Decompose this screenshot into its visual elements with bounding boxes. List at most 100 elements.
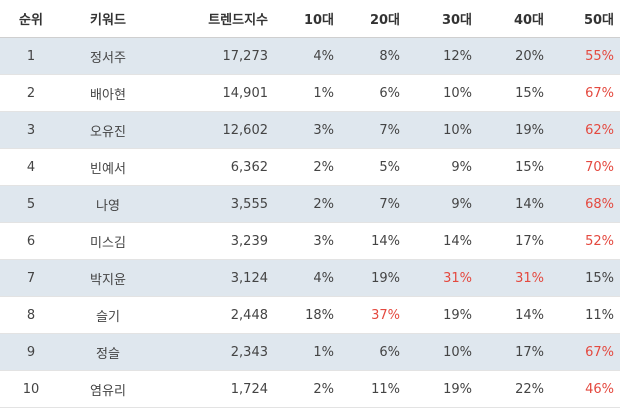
table-row: 3 오유진 12,602 3% 7% 10% 19% 62% bbox=[0, 111, 620, 149]
cell-age-30: 10% bbox=[406, 333, 478, 371]
cell-age-20: 11% bbox=[340, 370, 406, 408]
cell-keyword: 슬기 bbox=[62, 296, 154, 334]
cell-age-10: 4% bbox=[274, 259, 340, 297]
cell-trend: 17,273 bbox=[154, 37, 274, 75]
cell-age-20: 19% bbox=[340, 259, 406, 297]
table-row: 2 배아현 14,901 1% 6% 10% 15% 67% bbox=[0, 74, 620, 112]
cell-keyword: 빈예서 bbox=[62, 148, 154, 186]
cell-age-20: 6% bbox=[340, 333, 406, 371]
table-row: 10 염유리 1,724 2% 11% 19% 22% 46% bbox=[0, 370, 620, 408]
table-row: 5 나영 3,555 2% 7% 9% 14% 68% bbox=[0, 185, 620, 223]
cell-trend: 1,724 bbox=[154, 370, 274, 408]
cell-age-20: 5% bbox=[340, 148, 406, 186]
cell-age-50: 67% bbox=[550, 74, 620, 112]
cell-age-10: 2% bbox=[274, 148, 340, 186]
cell-trend: 3,124 bbox=[154, 259, 274, 297]
cell-age-20: 6% bbox=[340, 74, 406, 112]
cell-age-30: 31% bbox=[406, 259, 478, 297]
cell-age-50: 46% bbox=[550, 370, 620, 408]
cell-age-50: 11% bbox=[550, 296, 620, 334]
cell-age-50: 70% bbox=[550, 148, 620, 186]
cell-age-40: 17% bbox=[478, 222, 550, 260]
cell-age-20: 37% bbox=[340, 296, 406, 334]
cell-trend: 14,901 bbox=[154, 74, 274, 112]
header-age-20: 20대 bbox=[340, 0, 406, 38]
cell-age-30: 9% bbox=[406, 185, 478, 223]
cell-age-20: 8% bbox=[340, 37, 406, 75]
cell-age-40: 15% bbox=[478, 148, 550, 186]
cell-age-10: 1% bbox=[274, 333, 340, 371]
cell-age-50: 55% bbox=[550, 37, 620, 75]
cell-rank: 2 bbox=[0, 74, 62, 112]
cell-age-50: 62% bbox=[550, 111, 620, 149]
cell-trend: 6,362 bbox=[154, 148, 274, 186]
table-row: 7 박지윤 3,124 4% 19% 31% 31% 15% bbox=[0, 259, 620, 297]
cell-rank: 7 bbox=[0, 259, 62, 297]
table-row: 9 정슬 2,343 1% 6% 10% 17% 67% bbox=[0, 333, 620, 371]
cell-keyword: 염유리 bbox=[62, 370, 154, 408]
cell-age-10: 3% bbox=[274, 222, 340, 260]
cell-age-10: 18% bbox=[274, 296, 340, 334]
table-row: 8 슬기 2,448 18% 37% 19% 14% 11% bbox=[0, 296, 620, 334]
cell-age-30: 9% bbox=[406, 148, 478, 186]
cell-keyword: 미스김 bbox=[62, 222, 154, 260]
table-body: 1 정서주 17,273 4% 8% 12% 20% 55% 2 배아현 14,901 1% 6% 10%… bbox=[0, 37, 620, 408]
table-row: 6 미스김 3,239 3% 14% 14% 17% 52% bbox=[0, 222, 620, 260]
cell-age-30: 19% bbox=[406, 370, 478, 408]
cell-trend: 3,239 bbox=[154, 222, 274, 260]
cell-rank: 3 bbox=[0, 111, 62, 149]
cell-age-20: 14% bbox=[340, 222, 406, 260]
cell-age-10: 2% bbox=[274, 185, 340, 223]
cell-age-50: 67% bbox=[550, 333, 620, 371]
cell-age-10: 3% bbox=[274, 111, 340, 149]
cell-age-10: 1% bbox=[274, 74, 340, 112]
cell-trend: 3,555 bbox=[154, 185, 274, 223]
cell-trend: 2,448 bbox=[154, 296, 274, 334]
cell-age-50: 52% bbox=[550, 222, 620, 260]
header-age-30: 30대 bbox=[406, 0, 478, 38]
cell-rank: 9 bbox=[0, 333, 62, 371]
cell-age-40: 31% bbox=[478, 259, 550, 297]
table-row: 1 정서주 17,273 4% 8% 12% 20% 55% bbox=[0, 37, 620, 75]
cell-age-40: 15% bbox=[478, 74, 550, 112]
cell-rank: 5 bbox=[0, 185, 62, 223]
cell-keyword: 박지윤 bbox=[62, 259, 154, 297]
cell-age-20: 7% bbox=[340, 111, 406, 149]
cell-age-40: 14% bbox=[478, 185, 550, 223]
cell-age-10: 2% bbox=[274, 370, 340, 408]
cell-trend: 12,602 bbox=[154, 111, 274, 149]
header-age-40: 40대 bbox=[478, 0, 550, 38]
header-row: 순위 키워드 트렌드지수 10대 20대 30대 40대 50대 bbox=[0, 0, 620, 38]
header-age-10: 10대 bbox=[274, 0, 340, 38]
cell-trend: 2,343 bbox=[154, 333, 274, 371]
cell-age-50: 68% bbox=[550, 185, 620, 223]
cell-rank: 8 bbox=[0, 296, 62, 334]
cell-rank: 6 bbox=[0, 222, 62, 260]
cell-keyword: 정슬 bbox=[62, 333, 154, 371]
cell-age-40: 17% bbox=[478, 333, 550, 371]
header-keyword: 키워드 bbox=[62, 0, 154, 38]
cell-age-40: 14% bbox=[478, 296, 550, 334]
cell-age-40: 19% bbox=[478, 111, 550, 149]
cell-age-30: 12% bbox=[406, 37, 478, 75]
cell-age-20: 7% bbox=[340, 185, 406, 223]
cell-rank: 4 bbox=[0, 148, 62, 186]
cell-age-40: 20% bbox=[478, 37, 550, 75]
table-row: 4 빈예서 6,362 2% 5% 9% 15% 70% bbox=[0, 148, 620, 186]
cell-age-30: 10% bbox=[406, 111, 478, 149]
cell-age-30: 14% bbox=[406, 222, 478, 260]
cell-keyword: 정서주 bbox=[62, 37, 154, 75]
cell-rank: 10 bbox=[0, 370, 62, 408]
header-rank: 순위 bbox=[0, 0, 62, 38]
cell-age-30: 19% bbox=[406, 296, 478, 334]
cell-age-30: 10% bbox=[406, 74, 478, 112]
cell-keyword: 배아현 bbox=[62, 74, 154, 112]
cell-rank: 1 bbox=[0, 37, 62, 75]
cell-keyword: 나영 bbox=[62, 185, 154, 223]
header-age-50: 50대 bbox=[550, 0, 620, 38]
cell-keyword: 오유진 bbox=[62, 111, 154, 149]
cell-age-40: 22% bbox=[478, 370, 550, 408]
cell-age-50: 15% bbox=[550, 259, 620, 297]
header-trend: 트렌드지수 bbox=[154, 0, 274, 38]
